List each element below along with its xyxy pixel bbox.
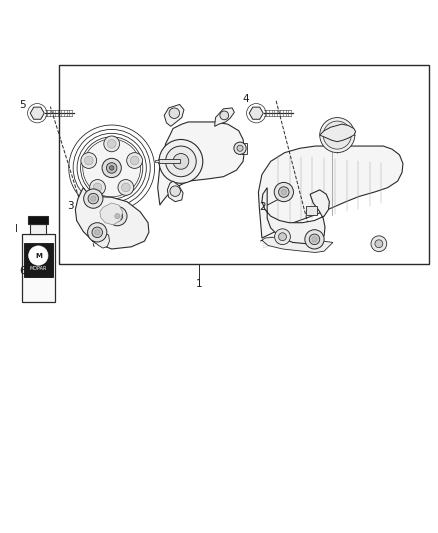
Text: 6: 6 — [19, 266, 26, 276]
Polygon shape — [158, 122, 244, 205]
Polygon shape — [100, 203, 123, 225]
Circle shape — [121, 183, 130, 192]
Circle shape — [375, 240, 383, 248]
Bar — [155, 159, 159, 162]
Circle shape — [307, 232, 323, 248]
Circle shape — [311, 236, 319, 244]
Bar — [158, 159, 180, 163]
Circle shape — [84, 189, 103, 208]
Circle shape — [309, 234, 320, 245]
Bar — [240, 142, 247, 154]
Circle shape — [112, 211, 123, 221]
Circle shape — [93, 183, 102, 192]
Polygon shape — [167, 181, 183, 201]
Text: 2: 2 — [259, 203, 266, 212]
Circle shape — [173, 154, 189, 169]
Polygon shape — [164, 104, 184, 126]
Circle shape — [106, 163, 117, 173]
Circle shape — [92, 227, 102, 238]
Circle shape — [108, 206, 127, 226]
Text: 1: 1 — [196, 279, 203, 289]
Polygon shape — [92, 233, 110, 248]
Circle shape — [312, 237, 317, 242]
Circle shape — [275, 229, 290, 245]
Circle shape — [279, 187, 289, 197]
Circle shape — [85, 156, 93, 165]
Circle shape — [115, 214, 120, 219]
Text: M: M — [35, 253, 42, 259]
Circle shape — [83, 139, 141, 197]
Bar — [22, 233, 55, 302]
Circle shape — [169, 108, 180, 118]
Text: 3: 3 — [67, 201, 74, 211]
Polygon shape — [261, 237, 333, 253]
Circle shape — [220, 111, 229, 120]
Polygon shape — [75, 188, 149, 249]
Bar — [59, 65, 429, 264]
Circle shape — [371, 236, 387, 252]
Circle shape — [166, 146, 196, 177]
Circle shape — [88, 223, 107, 242]
Circle shape — [28, 246, 48, 265]
Circle shape — [234, 142, 246, 155]
Polygon shape — [262, 188, 329, 244]
Circle shape — [274, 182, 293, 201]
Text: MOPAR: MOPAR — [30, 266, 47, 271]
Bar — [30, 224, 46, 233]
Circle shape — [81, 152, 97, 168]
Circle shape — [90, 180, 106, 195]
Circle shape — [118, 180, 134, 195]
Circle shape — [323, 121, 351, 149]
Circle shape — [281, 189, 286, 195]
Circle shape — [127, 152, 142, 168]
Circle shape — [159, 140, 203, 183]
Circle shape — [102, 158, 121, 177]
Circle shape — [130, 156, 139, 165]
Circle shape — [320, 118, 355, 152]
Circle shape — [88, 193, 99, 204]
Polygon shape — [215, 108, 234, 126]
Bar — [28, 216, 48, 224]
Circle shape — [95, 230, 100, 235]
Circle shape — [237, 145, 243, 151]
Circle shape — [104, 136, 120, 152]
Text: 5: 5 — [19, 100, 26, 110]
Circle shape — [91, 196, 96, 201]
Text: 4: 4 — [242, 94, 249, 104]
Circle shape — [170, 186, 180, 197]
Bar — [306, 206, 317, 215]
Polygon shape — [258, 146, 403, 238]
Circle shape — [279, 233, 286, 241]
Circle shape — [107, 140, 116, 148]
Circle shape — [305, 230, 324, 249]
Polygon shape — [320, 124, 356, 142]
Bar — [24, 243, 53, 278]
Circle shape — [110, 166, 114, 170]
